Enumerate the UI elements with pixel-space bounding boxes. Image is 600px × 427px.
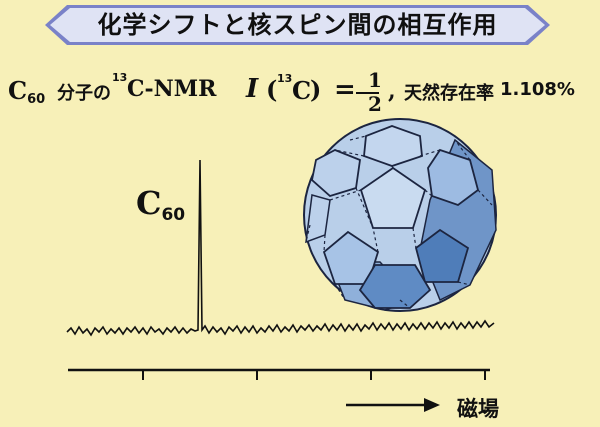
field-direction-arrow — [346, 398, 440, 412]
nmr-spectrum-trace — [66, 159, 495, 337]
pentagon-face-left — [322, 230, 380, 285]
equals-sign: = — [334, 75, 356, 105]
pentagon-face-center — [359, 166, 427, 229]
pentagon-face-right — [414, 228, 470, 283]
peak-label-c60: C60 — [136, 184, 186, 225]
magnetic-field-label: 磁場 — [457, 397, 499, 421]
hidden-edges — [305, 135, 493, 309]
fraction-numerator: 1 — [368, 68, 382, 92]
subtitle-line: C60 分子の 13 C-NMR I ( 13 C ) = 1 2 , 天然存在… — [8, 68, 598, 116]
molecule-suffix: 分子の — [57, 83, 111, 104]
fraction-denominator: 2 — [368, 92, 382, 116]
comma: , — [388, 78, 396, 104]
spin-isotope-superscript: 13 — [277, 72, 293, 85]
spin-element: C — [292, 76, 312, 105]
title-banner: 化学シフトと核スピン間の相互作用 — [45, 5, 550, 45]
page-title: 化学シフトと核スピン間の相互作用 — [97, 11, 498, 39]
hexagon-face-upper-left — [311, 149, 361, 198]
spin-close-paren: ) — [310, 75, 322, 104]
banner-shape — [45, 5, 550, 45]
fullerene-illustration — [303, 118, 497, 312]
abundance-label: 天然存在率 — [404, 83, 494, 104]
c60-formula: C60 — [8, 76, 46, 107]
isotope-superscript: 13 — [112, 71, 128, 84]
field-axis — [68, 368, 490, 380]
abundance-value: 1.108% — [500, 79, 575, 100]
nmr-text: C-NMR — [127, 76, 217, 102]
spin-symbol: I — [246, 74, 259, 104]
spin-open-paren: ( — [266, 75, 278, 104]
